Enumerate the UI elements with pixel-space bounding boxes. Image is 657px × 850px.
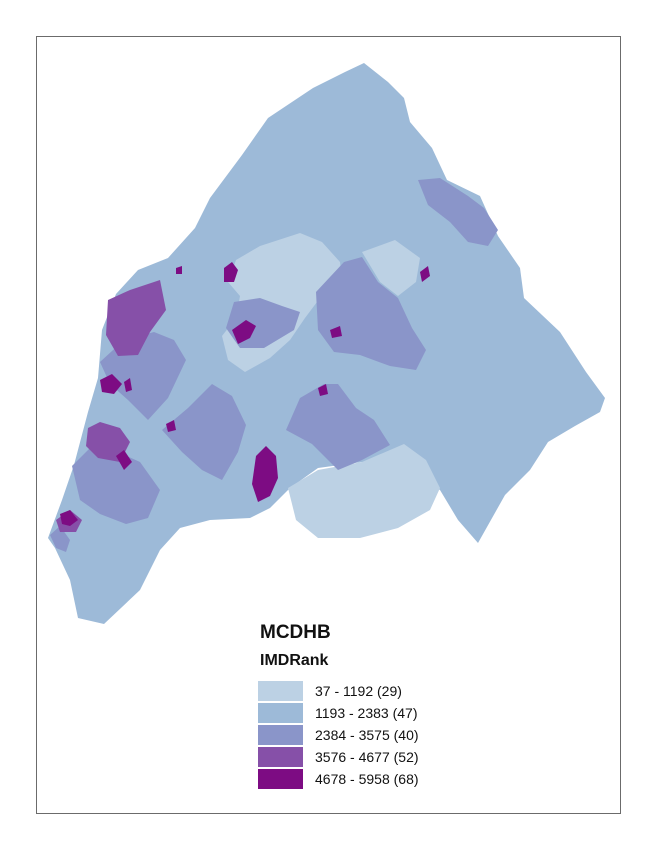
legend-item: 4678 - 5958 (68) [258, 768, 419, 790]
map-frame [36, 36, 621, 814]
map-legend: MCDHB IMDRank 37 - 1192 (29) 1193 - 2383… [258, 622, 419, 790]
region-medium-ne [418, 178, 498, 246]
legend-label: 3576 - 4677 (52) [315, 749, 419, 765]
legend-swatch [258, 725, 303, 745]
legend-swatch [258, 681, 303, 701]
legend-label: 2384 - 3575 (40) [315, 727, 419, 743]
legend-item: 3576 - 4677 (52) [258, 746, 419, 768]
region-highest-7 [124, 378, 132, 392]
region-light-south [288, 444, 440, 538]
region-highest-2 [232, 320, 256, 344]
region-highest-8 [166, 420, 176, 432]
legend-swatch [258, 703, 303, 723]
region-light-east [362, 240, 420, 296]
region-medium-mid [162, 384, 246, 480]
region-highest-5 [318, 384, 328, 396]
legend-label: 1193 - 2383 (47) [315, 705, 418, 721]
region-highest-9 [116, 450, 132, 470]
region-highest-3 [420, 266, 430, 282]
region-highest-4 [330, 326, 342, 338]
legend-label: 4678 - 5958 (68) [315, 771, 419, 787]
region-highest-11 [252, 446, 278, 502]
region-medium-coast [50, 526, 70, 552]
region-medium-sw [72, 446, 160, 524]
legend-field-name: IMDRank [260, 652, 329, 669]
legend-item: 2384 - 3575 (40) [258, 724, 419, 746]
region-highest-12 [176, 266, 182, 274]
region-highest-6 [100, 374, 122, 394]
region-high-nw [106, 280, 166, 356]
region-highest-10 [60, 510, 78, 526]
legend-item: 1193 - 2383 (47) [258, 702, 419, 724]
legend-item: 37 - 1192 (29) [258, 680, 419, 702]
region-medium-south [286, 384, 390, 470]
region-highest-1 [224, 262, 238, 282]
legend-title: MCDHB [260, 622, 331, 643]
legend-label: 37 - 1192 (29) [315, 683, 402, 699]
legend-swatch [258, 769, 303, 789]
legend-swatch [258, 747, 303, 767]
region-medium-center [316, 257, 426, 370]
region-high-w [86, 422, 130, 462]
